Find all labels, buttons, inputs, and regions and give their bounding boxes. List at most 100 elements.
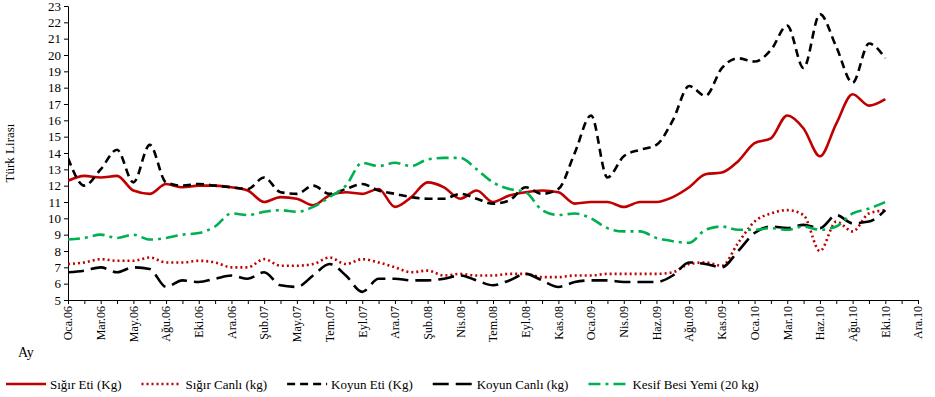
legend-swatch <box>287 383 327 386</box>
x-tick: Nis.09 <box>617 300 631 338</box>
series-line <box>68 94 885 207</box>
y-tick-label: 20 <box>48 48 61 63</box>
x-tick-mark <box>640 300 641 304</box>
x-tick-mark <box>673 300 674 304</box>
x-tick-mark <box>558 300 559 304</box>
x-tick: Tem.08 <box>486 300 500 342</box>
x-tick: Eyl.08 <box>519 300 533 338</box>
y-tick-label: 8 <box>55 244 62 259</box>
x-tick <box>379 300 380 304</box>
x-tick-mark <box>738 300 739 304</box>
y-tick: 14 <box>48 146 68 161</box>
x-tick: Eki.10 <box>879 300 893 338</box>
y-tick-mark <box>64 202 68 203</box>
y-tick-label: 12 <box>48 178 61 193</box>
x-tick-mark <box>68 300 69 304</box>
x-tick <box>215 300 216 304</box>
x-tick-mark <box>281 300 282 304</box>
x-tick: Ara.10 <box>911 300 925 339</box>
chart: 567891011121314151617181920212223Oca.06M… <box>0 0 935 397</box>
y-tick: 18 <box>48 80 68 95</box>
x-tick-mark <box>313 300 314 304</box>
x-tick: Eyl.07 <box>356 300 370 338</box>
y-tick: 12 <box>48 178 68 193</box>
y-tick-mark <box>64 6 68 7</box>
x-tick <box>117 300 118 304</box>
x-tick: Oca.10 <box>748 300 762 340</box>
y-tick-mark <box>64 186 68 187</box>
x-tick <box>411 300 412 304</box>
x-tick: Kas.09 <box>715 300 729 340</box>
y-tick-label: 23 <box>48 0 61 14</box>
y-tick: 23 <box>48 0 68 14</box>
x-tick-mark <box>248 300 249 304</box>
x-tick: Oca.09 <box>584 300 598 340</box>
y-tick-label: 10 <box>48 211 61 226</box>
x-tick: Şub.08 <box>421 300 435 340</box>
x-tick: Ağu.09 <box>682 300 696 342</box>
x-tick-mark <box>199 300 200 304</box>
y-tick: 7 <box>55 260 69 275</box>
x-tick <box>346 300 347 304</box>
y-tick-label: 19 <box>48 64 61 79</box>
x-tick-mark <box>395 300 396 304</box>
x-tick <box>607 300 608 304</box>
x-tick-label: May.06 <box>127 306 141 342</box>
legend-item: Kesif Besi Yemi (20 kg) <box>588 377 758 392</box>
x-tick-label: Eki.10 <box>879 306 893 338</box>
legend-swatch <box>588 383 628 386</box>
legend-swatch <box>142 383 182 386</box>
legend-item: Koyun Eti (Kg) <box>287 377 413 392</box>
x-tick <box>640 300 641 304</box>
y-tick-label: 16 <box>48 113 62 128</box>
x-tick-mark <box>787 300 788 304</box>
x-tick-mark <box>804 300 805 304</box>
x-tick: May.07 <box>290 300 304 342</box>
x-tick: Ara.07 <box>388 300 402 339</box>
x-tick-mark <box>346 300 347 304</box>
x-tick-mark <box>460 300 461 304</box>
x-tick-label: Ara.07 <box>388 306 402 339</box>
x-tick: Ağu.10 <box>846 300 860 342</box>
y-tick: 6 <box>55 276 69 291</box>
x-tick-mark <box>362 300 363 304</box>
x-tick: May.06 <box>127 300 141 342</box>
x-tick-label: Oca.10 <box>748 306 762 340</box>
x-tick <box>84 300 85 304</box>
y-tick-mark <box>64 55 68 56</box>
x-tick-mark <box>379 300 380 304</box>
x-tick-mark <box>885 300 886 304</box>
legend-label: Koyun Eti (Kg) <box>331 377 413 392</box>
x-tick-label: Oca.09 <box>584 306 598 340</box>
x-tick-label: Eki.06 <box>192 306 206 338</box>
x-tick-label: Ağu.09 <box>682 306 696 342</box>
x-tick-label: Eyl.08 <box>519 306 533 338</box>
x-tick <box>150 300 151 304</box>
y-tick-label: 11 <box>48 195 61 210</box>
x-tick-label: Şub.08 <box>421 306 435 340</box>
legend-item: Sığır Canlı (kg) <box>142 377 268 392</box>
series-line <box>68 14 885 203</box>
x-tick-mark <box>689 300 690 304</box>
x-tick-mark <box>624 300 625 304</box>
y-tick: 19 <box>48 64 68 79</box>
x-tick <box>444 300 445 304</box>
x-tick-mark <box>722 300 723 304</box>
y-tick-mark <box>64 267 68 268</box>
x-tick-mark <box>101 300 102 304</box>
x-tick-mark <box>820 300 821 304</box>
y-tick-label: 5 <box>55 293 62 308</box>
plot-area: 567891011121314151617181920212223Oca.06M… <box>48 0 925 342</box>
y-tick-label: 21 <box>48 31 61 46</box>
x-tick-label: Tem.07 <box>323 306 337 342</box>
x-tick-mark <box>166 300 167 304</box>
series-line <box>68 210 885 277</box>
y-axis-title: Türk Lirası <box>2 123 17 182</box>
x-tick <box>313 300 314 304</box>
x-tick: Haz.09 <box>650 300 664 340</box>
legend-label: Koyun Canlı (kg) <box>477 377 569 392</box>
y-tick: 13 <box>48 162 68 177</box>
x-tick-label: Ara.10 <box>911 306 925 339</box>
x-tick: Tem.07 <box>323 300 337 342</box>
x-tick-mark <box>411 300 412 304</box>
